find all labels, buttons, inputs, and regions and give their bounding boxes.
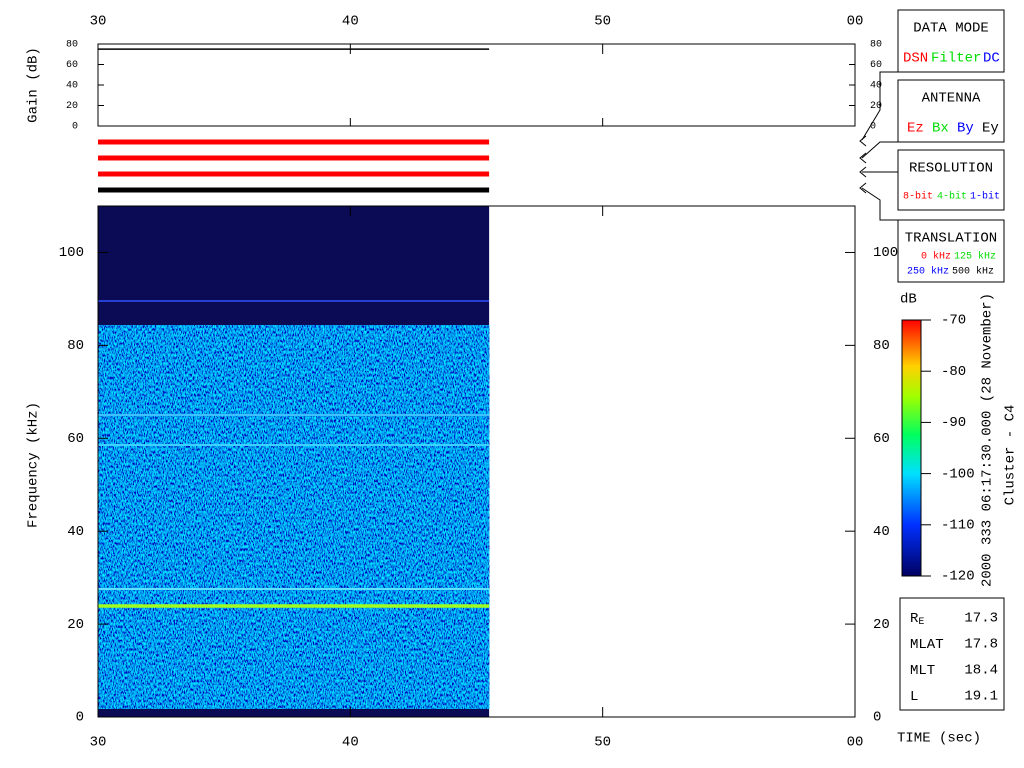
ephemeris-label: MLAT [910,637,944,653]
gain-tick-label: 0 [870,122,876,133]
ephemeris-label: L [910,689,918,705]
x-tick-label: 50 [594,14,611,30]
ephemeris-label: MLT [910,663,935,679]
spectrogram-noise [98,325,490,709]
panel-box [897,79,1005,143]
ephemeris-label: MLT [910,663,935,679]
gain-frame [97,43,856,127]
y-tick-label: 80 [873,338,890,354]
y-tick-label: 20 [67,617,84,633]
x-tick-label: 50 [594,735,611,751]
ephemeris-box [899,597,1005,711]
y-tick-label: 0 [873,710,881,726]
gain-tick-label: 20 [66,101,78,112]
y-tick-label: 40 [67,524,84,540]
ephemeris-value: 18.4 [964,663,998,679]
x-tick-label: 30 [90,14,107,30]
colorbar-tick-label: -70 [941,313,966,329]
panel-title: ANTENNA [922,91,981,107]
x-tick-label: 00 [847,14,864,30]
ephemeris-subscript: E [918,617,924,628]
panel-item: DC [983,51,1000,67]
colorbar [901,319,922,577]
panel-item: 1-bit [970,191,1000,203]
mission: Cluster - C4 [1003,405,1019,506]
ephemeris-label: R [910,611,919,627]
panel-box [897,219,1005,283]
panel-item: Bx [932,121,949,137]
gain-tick-label: 0 [72,122,78,133]
panel-item: Ez [907,121,924,137]
x-label: TIME (sec) [897,731,981,747]
gain-label: Gain (dB) [26,47,42,123]
y-tick-label: 100 [59,245,84,261]
y-tick-label: 20 [873,617,890,633]
gain-tick-label: 20 [870,101,882,112]
colorbar-tick-label: -100 [941,466,975,482]
panel-item: Filter [931,51,981,67]
panel-item: Ey [982,121,999,137]
y-tick-label: 80 [67,338,84,354]
y-tick-label: 40 [873,524,890,540]
panel-item: 0 kHz [921,251,951,263]
panel-item: 250 kHz [907,266,949,278]
spectrogram [98,206,490,717]
panel-item: By [957,121,974,137]
gain-tick-label: 40 [870,81,882,92]
y-tick-label: 60 [873,431,890,447]
panel-item: 4-bit [937,191,967,203]
gain-tick-label: 60 [870,60,882,71]
ephemeris: RE 17.3 MLAT 17.8 MLT 18.4 L 19.1 [910,611,998,705]
mode-bars [98,139,490,193]
gain-tick-label: 80 [66,40,78,51]
y-tick-label: 0 [76,710,84,726]
ephemeris-label: RE [910,611,924,628]
panel-box [897,149,1005,211]
panel-item: 500 kHz [952,266,994,278]
colorbar-label: dB [900,292,917,308]
colorbar-tick-label: -120 [941,569,975,585]
ephemeris-label: MLAT [910,637,944,653]
y-tick-label: 60 [67,431,84,447]
panel-item: 125 kHz [954,251,996,263]
panel-item: 8-bit [903,191,933,203]
colorbar-tick-label: -90 [941,415,966,431]
x-tick-label: 30 [90,735,107,751]
ephemeris-label: L [910,689,918,705]
caption: 2000 333 06:17:30.000 (28 November) [980,293,996,587]
ephemeris-value: 17.8 [964,637,998,653]
y-label: Frequency (kHz) [26,402,42,528]
ephemeris-value: 19.1 [964,689,998,705]
ephemeris-value: 17.3 [964,611,998,627]
gain-tick-label: 60 [66,60,78,71]
panel-box [897,9,1005,73]
y-tick-label: 100 [873,245,898,261]
colorbar-tick-label: -80 [941,364,966,380]
colorbar-tick-label: -110 [941,518,975,534]
x-tick-label: 00 [847,735,864,751]
gain-tick-label: 40 [66,81,78,92]
panel-title: DATA MODE [913,21,989,37]
panel-title: RESOLUTION [909,161,993,177]
x-tick-label: 40 [342,735,359,751]
panel-title: TRANSLATION [905,231,997,247]
plot-frame [97,205,856,718]
gain-tick-label: 80 [870,40,882,51]
panel-arrows [859,71,898,221]
x-tick-label: 40 [342,14,359,30]
panel-item: DSN [903,51,928,67]
